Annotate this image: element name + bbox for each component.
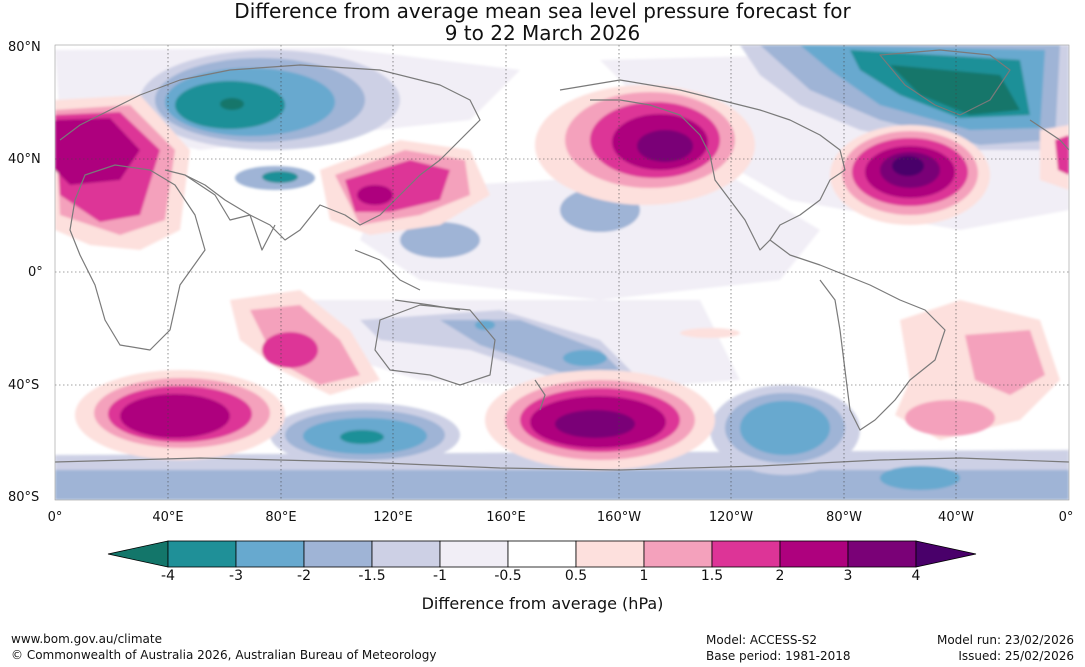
colorbar-tick: -4 [161,568,175,584]
colorbar-tick: 1 [639,568,649,584]
map-frame [54,44,1070,501]
map-title-line-1: Difference from average mean sea level p… [234,0,851,23]
lat-label-0: 0° [28,265,43,280]
colorbar-tick: 0.5 [564,568,588,584]
map-title-line-2: 9 to 22 March 2026 [444,21,641,45]
colorbar-tick: 4 [911,568,921,584]
coastlines [55,49,1069,471]
lon-label-80e: 80°E [265,510,297,525]
colorbar-tick: -1.5 [358,568,386,584]
lat-label-80s: 80°S [8,490,40,505]
footer-model-run: Model run: 23/02/2026 [936,633,1074,647]
lon-label-120w: 120°W [708,510,754,525]
anomaly-field [55,45,1069,500]
footer-copyright: © Commonwealth of Australia 2026, Austra… [11,648,437,662]
lat-label-80n: 80°N [8,40,41,55]
footer-issued: Issued: 25/02/2026 [958,649,1074,663]
footer-model: Model: ACCESS-S2 [706,633,818,647]
colorbar-swatch [439,540,509,568]
colorbar-swatch [235,540,305,568]
colorbar-tick: -1 [433,568,447,584]
colorbar-label: Difference from average (hPa) [421,594,664,613]
colorbar-tick: 1.5 [700,568,724,584]
colorbar-min-arrow [107,540,169,568]
lon-label-120e: 120°E [373,510,413,525]
lon-label-0: 0° [47,510,63,525]
footer-base-period: Base period: 1981-2018 [706,649,851,663]
colorbar-swatch [371,540,441,568]
colorbar-swatch [779,540,849,568]
lon-label-80w: 80°W [826,510,862,525]
lon-label-40w: 40°W [938,510,974,525]
lon-label-0-east: 0° [1058,510,1074,525]
colorbar-max-arrow [915,540,977,568]
lon-label-160e: 160°E [486,510,526,525]
footer-url[interactable]: www.bom.gov.au/climate [11,632,162,646]
colorbar-swatch [507,540,577,568]
colorbar-swatch [303,540,373,568]
colorbar-swatch [847,540,917,568]
lon-label-160w: 160°W [596,510,642,525]
graticule [55,45,1069,500]
lat-label-40s: 40°S [8,378,40,393]
colorbar-tick: -3 [229,568,243,584]
colorbar-tick: -0.5 [494,568,522,584]
colorbar-tick: 2 [775,568,785,584]
colorbar-tick: 3 [843,568,853,584]
colorbar-swatch [711,540,781,568]
colorbar-swatch [643,540,713,568]
lat-label-40n: 40°N [8,152,41,167]
colorbar-tick: -2 [297,568,311,584]
colorbar-swatch [575,540,645,568]
lon-label-40e: 40°E [152,510,184,525]
colorbar-swatch [167,540,237,568]
